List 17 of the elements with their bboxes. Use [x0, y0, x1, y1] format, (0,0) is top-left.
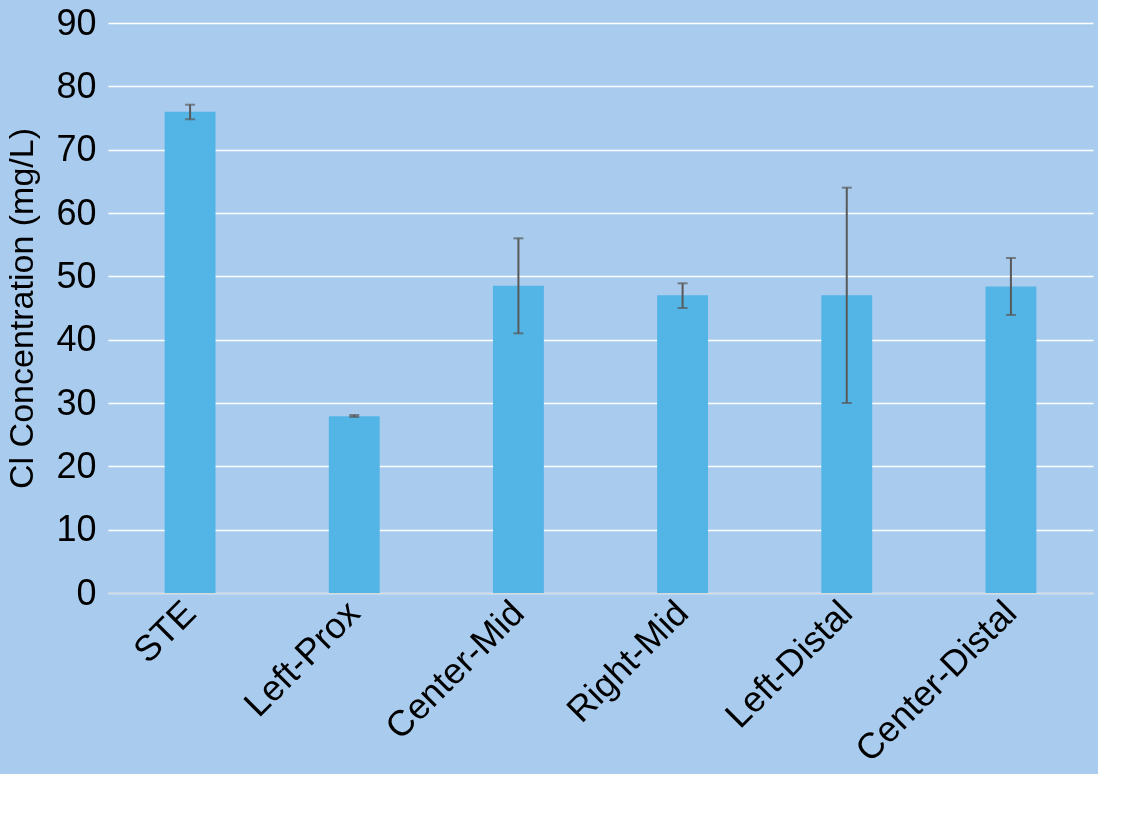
bar	[164, 111, 216, 593]
bar	[328, 416, 380, 593]
bar	[821, 295, 873, 593]
y-axis-title: Cl Concentration (mg/L)	[2, 128, 41, 489]
y-tick-label: 60	[56, 191, 97, 233]
y-tick-label: 30	[56, 381, 97, 423]
y-tick-label: 90	[56, 1, 97, 43]
y-tick-label: 50	[56, 254, 97, 296]
y-tick-label: 10	[56, 508, 97, 550]
y-tick-label: 40	[56, 318, 97, 360]
bar	[657, 295, 709, 593]
y-tick-label: 80	[56, 64, 97, 106]
y-tick-label: 70	[56, 128, 97, 170]
y-tick-label: 20	[56, 444, 97, 486]
y-tick-label: 0	[76, 571, 97, 613]
bar	[492, 285, 544, 593]
bar	[985, 286, 1037, 593]
